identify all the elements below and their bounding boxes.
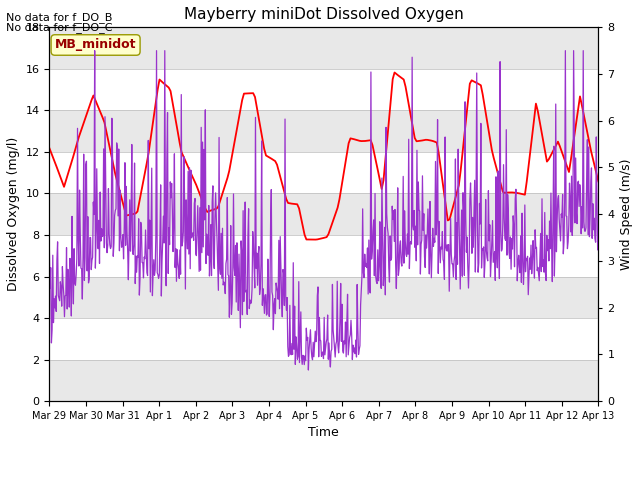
Legend: DO_A, MB_WS: DO_A, MB_WS <box>214 474 434 480</box>
X-axis label: Time: Time <box>308 426 339 440</box>
Title: Mayberry miniDot Dissolved Oxygen: Mayberry miniDot Dissolved Oxygen <box>184 7 464 22</box>
Bar <box>49 27 598 69</box>
Y-axis label: Dissolved Oxygen (mg/l): Dissolved Oxygen (mg/l) <box>7 137 20 291</box>
Text: MB_minidot: MB_minidot <box>55 38 136 51</box>
Bar <box>49 360 598 401</box>
Text: No data for f_DO_C: No data for f_DO_C <box>6 22 113 33</box>
Bar <box>49 110 598 152</box>
Text: No data for f_DO_B: No data for f_DO_B <box>6 12 113 23</box>
Bar <box>49 276 598 318</box>
Y-axis label: Wind Speed (m∕s): Wind Speed (m∕s) <box>620 158 633 270</box>
Bar <box>49 193 598 235</box>
